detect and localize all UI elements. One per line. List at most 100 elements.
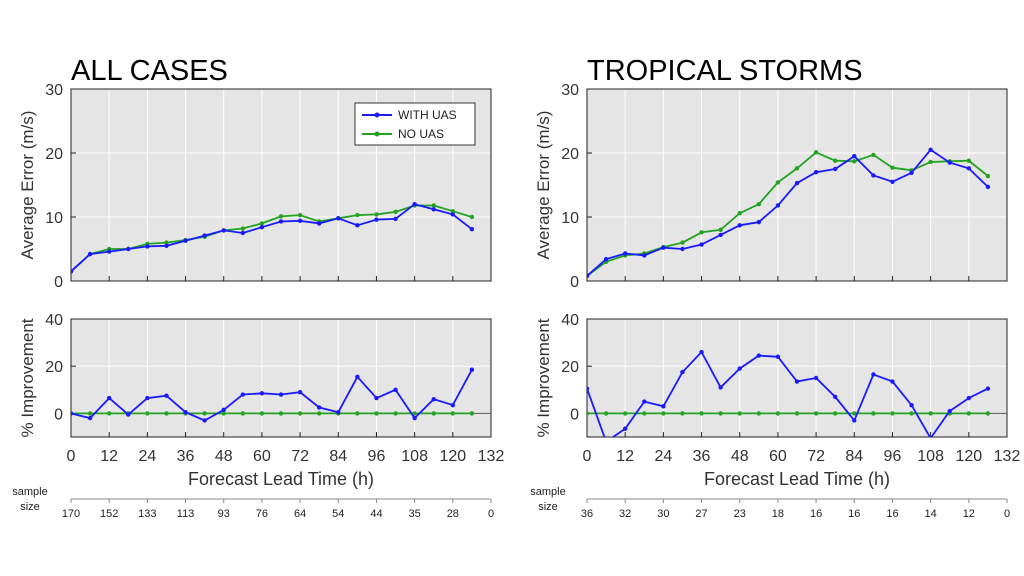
y-tick-label: 40 bbox=[561, 312, 579, 329]
y-tick-label: 30 bbox=[45, 82, 63, 99]
data-point-no-uas bbox=[603, 411, 609, 416]
data-point-with-uas bbox=[966, 166, 972, 171]
data-point-no-uas bbox=[412, 411, 417, 416]
sample-size-value: 16 bbox=[810, 508, 822, 520]
data-point-with-uas bbox=[87, 251, 93, 257]
data-point-with-uas bbox=[106, 249, 112, 254]
data-point-no-uas bbox=[622, 411, 628, 416]
y-tick-label: 0 bbox=[570, 274, 579, 291]
data-point-no-uas bbox=[278, 411, 284, 416]
data-point-with-uas bbox=[680, 369, 685, 375]
chart-title: TROPICAL STORMS bbox=[587, 55, 863, 87]
data-point-with-uas bbox=[393, 216, 398, 222]
data-point-no-uas bbox=[680, 411, 685, 416]
data-point-with-uas bbox=[106, 395, 112, 401]
data-point-with-uas bbox=[336, 410, 341, 415]
data-point-no-uas bbox=[431, 203, 436, 208]
data-point-no-uas bbox=[737, 210, 742, 216]
data-point-no-uas bbox=[450, 411, 456, 416]
panel-1: 0 20 40 % Improvement 0 12 24 36 48 60 72 84 96 108 12… bbox=[12, 312, 504, 520]
series-with-uas bbox=[587, 147, 991, 279]
data-point-no-uas bbox=[587, 411, 590, 416]
legend-marker-with-uas bbox=[374, 112, 380, 118]
y-tick-label: 30 bbox=[561, 82, 579, 99]
x-tick-label: 120 bbox=[955, 448, 982, 465]
data-point-with-uas bbox=[221, 228, 226, 233]
sample-size-value: 16 bbox=[886, 508, 898, 520]
data-point-with-uas bbox=[928, 147, 933, 152]
data-point-with-uas bbox=[164, 243, 169, 248]
data-point-no-uas bbox=[393, 209, 398, 215]
y-axis-label: Average Error (m/s) bbox=[534, 111, 553, 260]
data-point-with-uas bbox=[278, 392, 284, 397]
x-tick-label: 48 bbox=[215, 448, 233, 465]
plot-frame bbox=[70, 88, 492, 282]
data-point-with-uas bbox=[985, 184, 991, 190]
data-point-no-uas bbox=[259, 221, 265, 226]
x-tick-label: 72 bbox=[807, 448, 825, 465]
plot-frame bbox=[70, 318, 492, 438]
x-axis-label: Forecast Lead Time (h) bbox=[704, 469, 890, 489]
x-tick-label: 108 bbox=[401, 448, 428, 465]
data-point-no-uas bbox=[737, 411, 742, 416]
sample-size-value: 36 bbox=[581, 508, 593, 520]
data-point-no-uas bbox=[966, 158, 972, 163]
data-point-no-uas bbox=[775, 180, 781, 185]
x-tick-label: 12 bbox=[100, 448, 118, 465]
plot-background bbox=[71, 319, 491, 437]
data-point-with-uas bbox=[221, 407, 226, 413]
data-point-with-uas bbox=[947, 160, 952, 165]
data-point-with-uas bbox=[71, 269, 74, 274]
plot-frame bbox=[586, 88, 1008, 282]
data-point-no-uas bbox=[871, 152, 876, 158]
series-line-with-uas bbox=[587, 148, 989, 277]
sample-size-value: 152 bbox=[100, 508, 118, 520]
data-point-no-uas bbox=[718, 411, 723, 416]
y-tick-label: 10 bbox=[561, 210, 579, 227]
data-point-with-uas bbox=[699, 349, 704, 355]
data-point-with-uas bbox=[431, 207, 436, 212]
data-point-with-uas bbox=[813, 170, 819, 175]
data-point-with-uas bbox=[87, 415, 93, 421]
data-point-no-uas bbox=[106, 411, 112, 416]
data-point-no-uas bbox=[278, 214, 284, 219]
data-point-with-uas bbox=[183, 410, 188, 415]
data-point-with-uas bbox=[469, 367, 475, 372]
series-line-with-uas bbox=[587, 350, 989, 437]
y-tick-label: 0 bbox=[54, 406, 63, 423]
sample-size-label: size bbox=[20, 501, 40, 513]
data-point-with-uas bbox=[852, 154, 857, 159]
data-point-no-uas bbox=[164, 411, 169, 416]
data-point-with-uas bbox=[374, 395, 379, 401]
data-point-with-uas bbox=[587, 386, 590, 391]
data-point-with-uas bbox=[164, 393, 169, 398]
sample-size-value: 170 bbox=[62, 508, 80, 520]
x-tick-label: 24 bbox=[138, 448, 156, 465]
data-point-with-uas bbox=[622, 426, 628, 431]
sample-size-value: 64 bbox=[294, 508, 306, 520]
data-point-with-uas bbox=[297, 218, 303, 224]
sample-size-value: 32 bbox=[619, 508, 631, 520]
data-point-no-uas bbox=[985, 173, 991, 179]
panel-3: 0 20 40 % Improvement 0 12 24 36 48 60 72 84 96 108 12… bbox=[530, 312, 1020, 520]
legend: WITH UAS NO UAS bbox=[354, 102, 476, 146]
data-point-with-uas bbox=[355, 374, 360, 380]
data-point-no-uas bbox=[680, 240, 685, 245]
data-point-with-uas bbox=[259, 391, 265, 396]
data-point-no-uas bbox=[966, 411, 972, 416]
sample-size-value: 113 bbox=[177, 508, 195, 520]
series-with-uas bbox=[71, 202, 475, 274]
chart-title: ALL CASES bbox=[71, 55, 228, 87]
sample-size-value: 27 bbox=[695, 508, 707, 520]
data-point-with-uas bbox=[71, 411, 74, 416]
data-point-no-uas bbox=[355, 212, 360, 218]
data-point-with-uas bbox=[604, 440, 608, 444]
series-line-with-uas bbox=[71, 203, 473, 273]
sample-size-value: 133 bbox=[138, 508, 156, 520]
data-point-with-uas bbox=[316, 221, 322, 226]
data-point-with-uas bbox=[890, 179, 895, 184]
data-point-with-uas bbox=[450, 212, 456, 217]
series-with-uas bbox=[587, 349, 991, 444]
data-point-with-uas bbox=[336, 216, 341, 221]
data-point-no-uas bbox=[164, 240, 169, 245]
